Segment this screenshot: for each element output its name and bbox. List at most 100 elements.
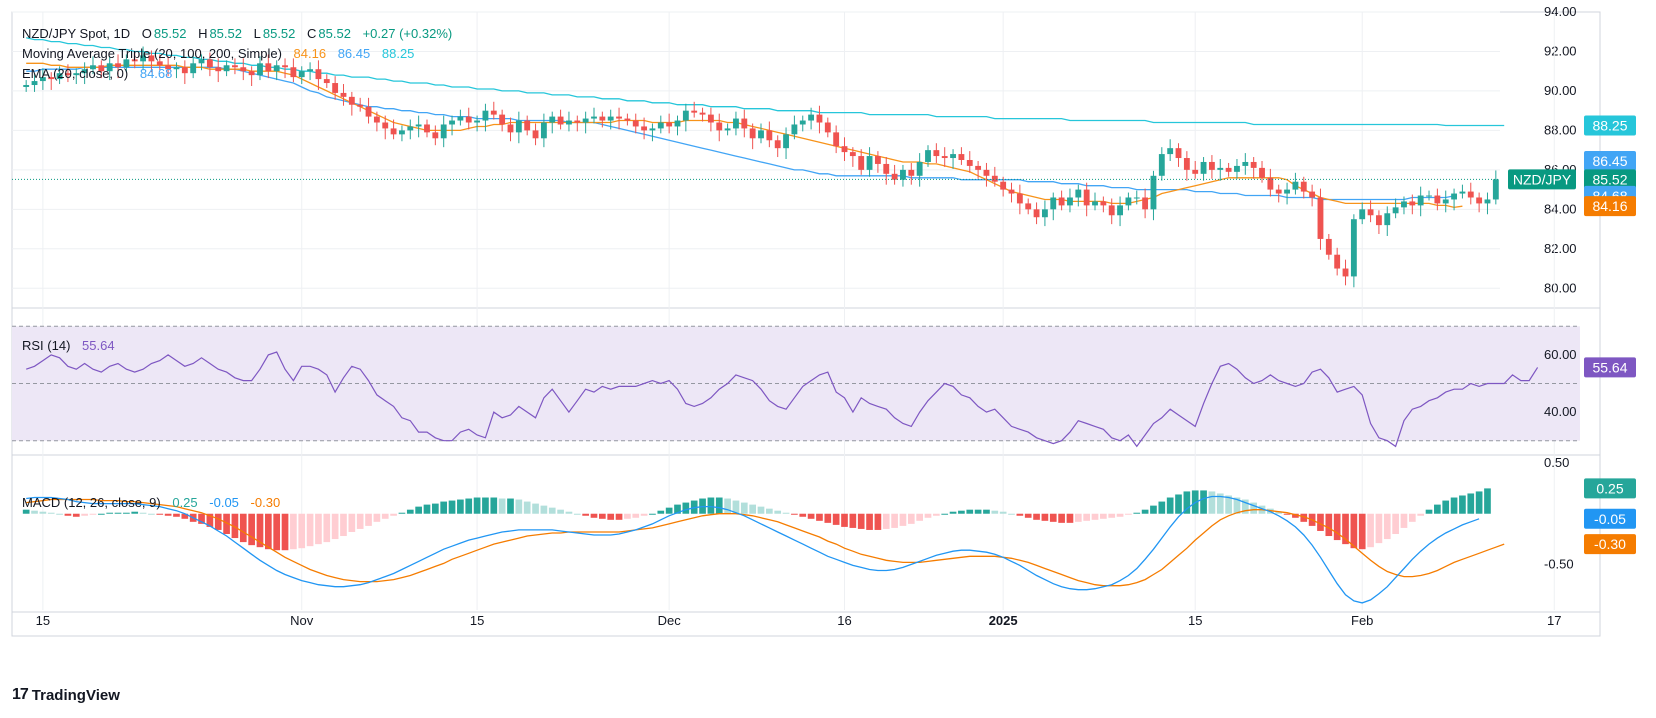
macd-histogram-bar: [523, 501, 531, 514]
candle-body: [240, 67, 247, 72]
macd-histogram-bar: [1175, 494, 1182, 514]
macd-histogram-bar: [1225, 495, 1232, 514]
macd-histogram-bar: [757, 506, 765, 514]
macd-histogram-bar: [1033, 513, 1040, 520]
rsi-legend: RSI (14) 55.64: [22, 338, 117, 353]
macd-histogram-bar: [56, 513, 63, 515]
x-tick-label: 16: [837, 613, 851, 628]
ma20-value: 84.16: [293, 46, 327, 61]
candle-body: [81, 69, 88, 74]
macd-histogram-bar: [674, 504, 681, 514]
candle-body: [574, 120, 581, 123]
candle-body: [290, 67, 297, 78]
candle-body: [1083, 189, 1090, 206]
candle-body: [140, 55, 147, 62]
candle-body: [1384, 213, 1391, 226]
macd-histogram-bar: [431, 503, 439, 514]
macd-line-value: -0.05: [209, 495, 239, 510]
candle-body: [1292, 181, 1299, 190]
price-tag-label: 85.52: [1592, 171, 1627, 187]
candle-body: [1359, 209, 1366, 220]
candle-body: [348, 96, 355, 105]
macd-histogram-bar: [164, 513, 172, 516]
macd-histogram-bar: [173, 513, 180, 517]
macd-histogram-bar: [139, 512, 147, 514]
brand-name: TradingView: [31, 686, 120, 704]
macd-histogram-bar: [1367, 513, 1374, 548]
macd-histogram-bar: [406, 509, 414, 514]
macd-histogram-bar: [273, 513, 281, 551]
candle-body: [657, 122, 664, 129]
candle-body: [407, 126, 414, 131]
x-tick-label: Dec: [658, 613, 682, 628]
candle-body: [1050, 197, 1057, 210]
candle-body: [1367, 209, 1374, 216]
candle-body: [223, 65, 230, 72]
macd-histogram-bar: [782, 512, 790, 514]
macd-histogram-bar: [47, 512, 55, 514]
candle-body: [399, 130, 405, 135]
macd-histogram-bar: [849, 513, 857, 528]
candle-body: [858, 156, 865, 170]
macd-histogram-bar: [707, 497, 715, 514]
candle-body: [257, 63, 263, 76]
candle-body: [1150, 175, 1157, 210]
macd-histogram-bar: [1392, 513, 1399, 534]
price-tag: [1584, 196, 1636, 217]
candle-body: [758, 130, 764, 139]
macd-histogram-bar: [1091, 513, 1099, 520]
macd-histogram-bar: [423, 504, 431, 514]
candle-body: [1375, 215, 1382, 226]
ma200-line: [26, 37, 1505, 127]
ma-legend: Moving Average Triple (20, 100, 200, Sim…: [22, 46, 416, 61]
x-tick-label: 15: [36, 613, 50, 628]
macd-histogram-bar: [1250, 502, 1258, 514]
candle-body: [540, 122, 547, 139]
candle-body: [123, 59, 130, 68]
macd-histogram-bar: [1024, 513, 1032, 518]
candle-body: [691, 110, 698, 113]
price-tick-label: 92.00: [1544, 43, 1577, 58]
macd-histogram-bar: [1475, 491, 1483, 514]
macd-line: [26, 495, 1480, 604]
macd-histogram-bar: [657, 510, 665, 514]
macd-histogram-bar: [181, 513, 189, 519]
macd-histogram-bar: [264, 513, 272, 550]
macd-histogram-bar: [1358, 513, 1366, 550]
x-tick-label: Feb: [1351, 613, 1373, 628]
macd-histogram-bar: [540, 505, 548, 514]
candle-body: [1417, 195, 1424, 206]
candle-body: [532, 130, 539, 139]
candle-body: [1267, 177, 1274, 190]
macd-histogram-bar: [306, 513, 314, 547]
candle-body: [883, 163, 890, 174]
candle-body: [248, 71, 255, 76]
candle-body: [824, 122, 831, 133]
candle-body: [716, 122, 723, 131]
candle-body: [766, 130, 773, 141]
tradingview-brand[interactable]: 17 TradingView: [12, 686, 120, 704]
ema-legend: EMA (20, close, 0) 84.68: [22, 66, 174, 81]
low-label: L: [253, 26, 261, 41]
macd-histogram-bar: [1116, 513, 1124, 517]
candle-body: [1242, 161, 1249, 166]
candle-body: [507, 124, 514, 133]
high-label: H: [198, 26, 208, 41]
macd-histogram-bar: [824, 513, 832, 523]
ema-label: EMA (20, close, 0): [22, 66, 129, 81]
candle-body: [1108, 205, 1115, 216]
macd-histogram-bar: [899, 513, 907, 526]
candle-body: [958, 154, 965, 160]
candle-body: [966, 160, 973, 166]
macd-histogram-bar: [1041, 513, 1049, 521]
candle-body: [682, 110, 689, 121]
price-tag-label: 84.16: [1592, 198, 1627, 214]
candle-body: [390, 128, 397, 135]
macd-histogram-bar: [857, 513, 865, 529]
symbol-price-tag: [1508, 169, 1576, 190]
candle-body: [156, 61, 163, 66]
candle-body: [975, 165, 982, 170]
candle-body: [724, 128, 731, 131]
candle-body: [90, 65, 96, 70]
macd-histogram-bar: [1183, 491, 1191, 514]
